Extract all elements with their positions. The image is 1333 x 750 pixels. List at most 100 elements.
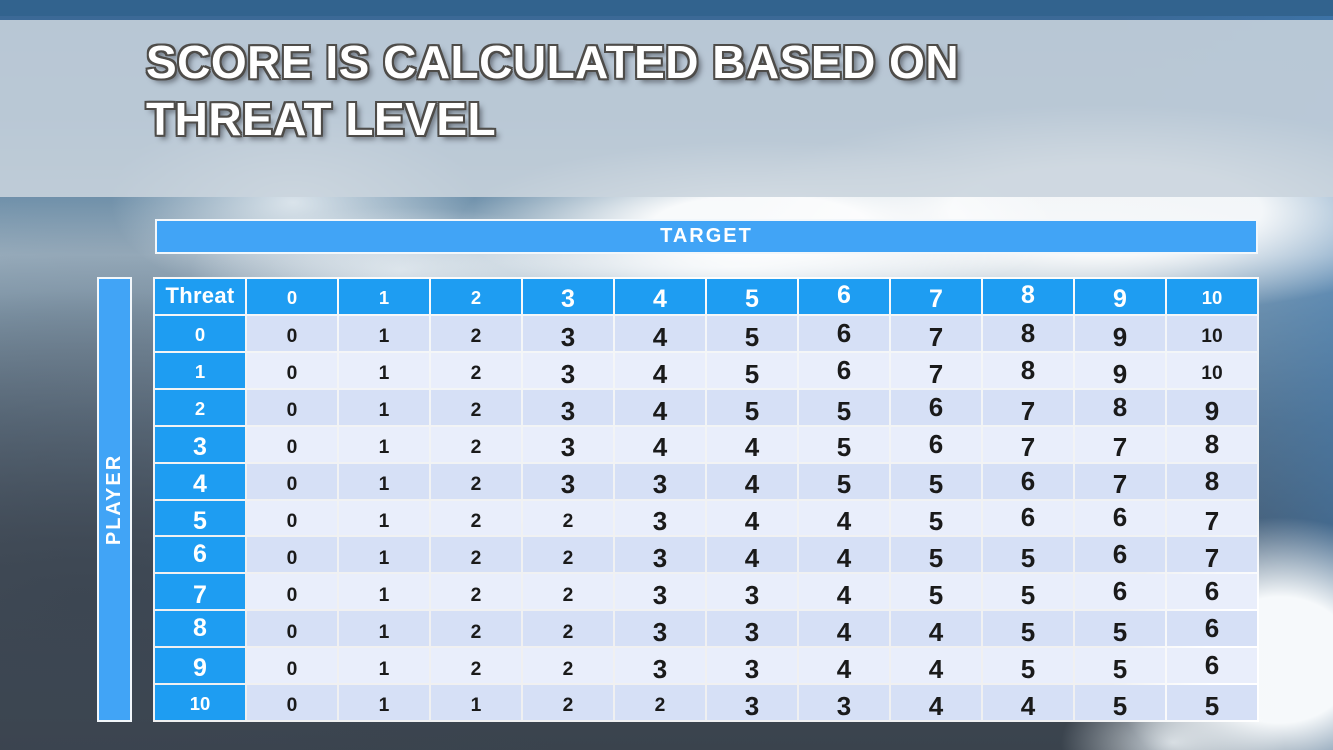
- target-axis-bar: TARGET: [155, 219, 1258, 254]
- score-cell: 6: [1167, 611, 1257, 647]
- score-cell: 5: [1075, 648, 1165, 684]
- col-header-2: 2: [431, 279, 521, 314]
- score-cell: 0: [247, 537, 337, 573]
- score-cell: 6: [891, 426, 981, 462]
- score-cell: 8: [983, 352, 1073, 388]
- score-cell: 0: [247, 426, 337, 462]
- score-cell: 6: [799, 315, 889, 351]
- col-header-0: 0: [247, 279, 337, 314]
- slide-title-line2: THREAT LEVEL: [146, 93, 497, 145]
- score-cell: 5: [983, 574, 1073, 610]
- score-cell: 1: [339, 426, 429, 462]
- row-label-3: 3: [155, 426, 245, 462]
- score-cell: 3: [615, 648, 705, 684]
- score-cell: 3: [615, 500, 705, 536]
- row-label-4: 4: [155, 463, 245, 499]
- score-cell: 2: [431, 389, 521, 425]
- score-cell: 0: [247, 463, 337, 499]
- score-cell: 9: [1075, 315, 1165, 351]
- score-cell: 10: [1167, 352, 1257, 388]
- score-cell: 7: [1075, 426, 1165, 462]
- player-axis-label: PLAYER: [103, 453, 126, 546]
- score-cell: 0: [247, 500, 337, 536]
- score-cell: 5: [1167, 685, 1257, 720]
- score-cell: 6: [1075, 574, 1165, 610]
- col-header-10: 10: [1167, 279, 1257, 314]
- score-cell: 0: [247, 685, 337, 720]
- score-cell: 3: [707, 648, 797, 684]
- score-cell: 7: [891, 315, 981, 351]
- score-cell: 2: [431, 537, 521, 573]
- score-cell: 3: [615, 611, 705, 647]
- score-cell: 6: [1075, 537, 1165, 573]
- player-axis-bar: PLAYER: [97, 277, 132, 722]
- score-cell: 6: [983, 463, 1073, 499]
- score-cell: 7: [1167, 537, 1257, 573]
- score-cell: 1: [339, 574, 429, 610]
- score-cell: 9: [1167, 389, 1257, 425]
- row-label-10: 10: [155, 685, 245, 720]
- score-cell: 1: [339, 315, 429, 351]
- score-cell: 5: [799, 389, 889, 425]
- score-cell: 2: [615, 685, 705, 720]
- score-cell: 4: [799, 574, 889, 610]
- score-cell: 4: [615, 426, 705, 462]
- row-label-9: 9: [155, 648, 245, 684]
- score-cell: 5: [799, 426, 889, 462]
- score-cell: 6: [891, 389, 981, 425]
- score-cell: 7: [983, 426, 1073, 462]
- score-cell: 3: [523, 352, 613, 388]
- score-cell: 4: [891, 648, 981, 684]
- score-cell: 4: [707, 500, 797, 536]
- score-cell: 3: [707, 685, 797, 720]
- col-header-8: 8: [983, 279, 1073, 314]
- row-label-6: 6: [155, 537, 245, 573]
- score-cell: 3: [799, 685, 889, 720]
- score-cell: 1: [339, 611, 429, 647]
- col-header-1: 1: [339, 279, 429, 314]
- score-cell: 8: [1167, 426, 1257, 462]
- score-cell: 0: [247, 574, 337, 610]
- score-cell: 5: [1075, 611, 1165, 647]
- score-cell: 4: [707, 426, 797, 462]
- row-label-7: 7: [155, 574, 245, 610]
- score-cell: 4: [615, 389, 705, 425]
- score-cell: 1: [339, 352, 429, 388]
- score-cell: 4: [799, 500, 889, 536]
- score-cell: 8: [1075, 389, 1165, 425]
- score-cell: 1: [339, 648, 429, 684]
- score-cell: 0: [247, 315, 337, 351]
- score-cell: 3: [523, 389, 613, 425]
- score-cell: 7: [1167, 500, 1257, 536]
- score-cell: 5: [799, 463, 889, 499]
- target-axis-label: TARGET: [660, 225, 753, 247]
- score-cell: 5: [983, 611, 1073, 647]
- score-cell: 3: [615, 463, 705, 499]
- slide-title: SCORE IS CALCULATED BASED ON THREAT LEVE…: [146, 34, 959, 148]
- score-cell: 3: [523, 463, 613, 499]
- score-cell: 6: [983, 500, 1073, 536]
- row-label-8: 8: [155, 611, 245, 647]
- score-cell: 3: [707, 611, 797, 647]
- col-header-4: 4: [615, 279, 705, 314]
- score-cell: 5: [983, 648, 1073, 684]
- score-cell: 5: [1075, 685, 1165, 720]
- score-cell: 2: [431, 463, 521, 499]
- score-cell: 4: [799, 611, 889, 647]
- score-cell: 7: [891, 352, 981, 388]
- score-cell: 3: [523, 426, 613, 462]
- score-cell: 4: [799, 537, 889, 573]
- score-cell: 4: [891, 685, 981, 720]
- score-cell: 7: [983, 389, 1073, 425]
- score-cell: 6: [1167, 648, 1257, 684]
- col-header-3: 3: [523, 279, 613, 314]
- score-cell: 3: [707, 574, 797, 610]
- score-cell: 1: [339, 537, 429, 573]
- score-cell: 6: [1167, 574, 1257, 610]
- score-cell: 5: [891, 574, 981, 610]
- score-cell: 4: [983, 685, 1073, 720]
- score-cell: 8: [983, 315, 1073, 351]
- title-band: [0, 20, 1333, 197]
- score-cell: 6: [1075, 500, 1165, 536]
- score-cell: 5: [707, 389, 797, 425]
